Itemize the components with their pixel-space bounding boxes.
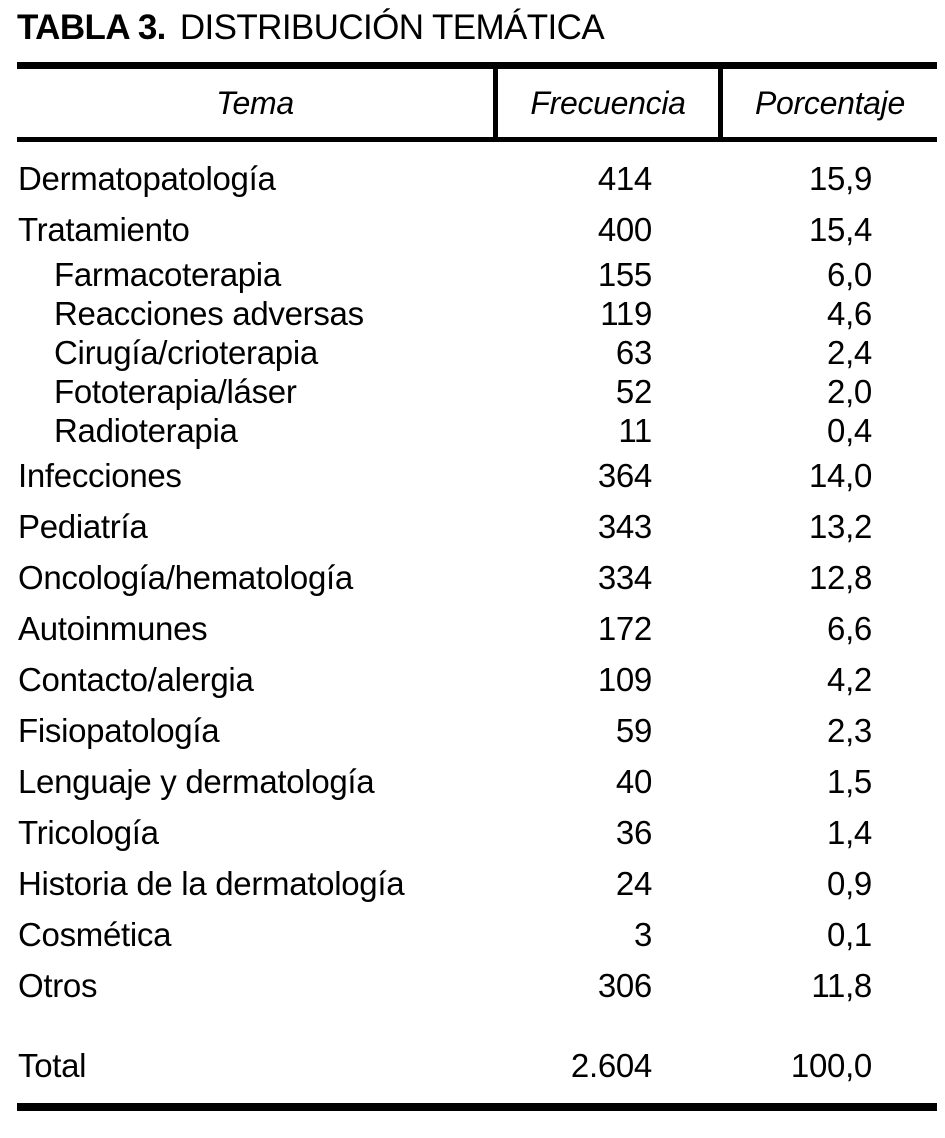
total-porcentaje: 100,0 [790, 1047, 872, 1084]
table-body: Dermatopatología 414 15,9 Tratamiento 40… [17, 142, 937, 1091]
column-header-tema: Tema [216, 84, 294, 121]
row-frecuencia: 3 [633, 916, 652, 953]
table-header-row: Tema Frecuencia Porcentaje [17, 69, 937, 142]
row-porcentaje: 4,6 [827, 295, 872, 332]
row-porcentaje: 4,2 [827, 661, 872, 698]
row-porcentaje: 15,9 [808, 160, 872, 197]
row-frecuencia: 334 [597, 559, 652, 596]
row-porcentaje: 2,4 [827, 334, 872, 371]
table-row: Fisiopatología 59 2,3 [17, 705, 937, 756]
row-tema: Autoinmunes [18, 610, 208, 647]
row-porcentaje: 1,4 [827, 814, 872, 851]
row-frecuencia: 343 [597, 508, 652, 545]
row-frecuencia: 306 [597, 967, 652, 1004]
row-porcentaje: 15,4 [808, 211, 872, 248]
table-subrow: Cirugía/crioterapia 63 2,4 [17, 333, 937, 372]
row-porcentaje: 0,1 [827, 916, 872, 953]
row-porcentaje: 2,3 [827, 712, 872, 749]
table-row: Contacto/alergia 109 4,2 [17, 654, 937, 705]
row-tema: Farmacoterapia [54, 256, 281, 293]
thematic-distribution-table: Tema Frecuencia Porcentaje Dermatopatolo… [17, 62, 937, 1111]
table-subrow: Farmacoterapia 155 6,0 [17, 255, 937, 294]
row-tema: Otros [18, 967, 98, 1004]
row-frecuencia: 52 [615, 373, 652, 410]
row-tema: Pediatría [18, 508, 148, 545]
row-tema: Infecciones [18, 457, 182, 494]
row-porcentaje: 6,0 [827, 256, 872, 293]
row-frecuencia: 119 [600, 295, 652, 332]
row-porcentaje: 1,5 [827, 763, 872, 800]
row-tema: Fototerapia/láser [54, 373, 297, 410]
table-caption-number: TABLA 3. [17, 8, 166, 47]
table-bottom-rule [17, 1103, 937, 1111]
table-subrow: Radioterapia 11 0,4 [17, 411, 937, 450]
row-frecuencia: 155 [597, 256, 652, 293]
row-tema: Oncología/hematología [18, 559, 353, 596]
row-porcentaje: 6,6 [827, 610, 872, 647]
row-porcentaje: 12,8 [808, 559, 872, 596]
row-frecuencia: 172 [597, 610, 652, 647]
table-top-rule [17, 62, 937, 69]
row-frecuencia: 63 [615, 334, 652, 371]
row-frecuencia: 400 [597, 211, 652, 248]
row-tema: Reacciones adversas [54, 295, 364, 332]
row-porcentaje: 11,8 [811, 967, 872, 1004]
total-label: Total [18, 1047, 87, 1084]
row-frecuencia: 414 [597, 160, 652, 197]
table-caption: TABLA 3. DISTRIBUCIÓN TEMÁTICA [17, 8, 605, 48]
row-tema: Lenguaje y dermatología [18, 763, 375, 800]
table-total-row: Total 2.604 100,0 [17, 1040, 937, 1091]
row-frecuencia: 40 [615, 763, 652, 800]
row-porcentaje: 0,9 [827, 865, 872, 902]
table-row: Otros 306 11,8 [17, 960, 937, 1011]
table-row: Tratamiento 400 15,4 [17, 204, 937, 255]
table-row: Lenguaje y dermatología 40 1,5 [17, 756, 937, 807]
total-frecuencia: 2.604 [570, 1047, 652, 1084]
row-porcentaje: 0,4 [827, 412, 872, 449]
row-tema: Cosmética [18, 916, 172, 953]
row-frecuencia: 109 [597, 661, 652, 698]
row-tema: Cirugía/crioterapia [54, 334, 318, 371]
row-porcentaje: 14,0 [808, 457, 872, 494]
table-row: Infecciones 364 14,0 [17, 450, 937, 501]
row-tema: Radioterapia [54, 412, 238, 449]
row-frecuencia: 59 [615, 712, 652, 749]
row-tema: Contacto/alergia [18, 661, 254, 698]
row-tema: Dermatopatología [18, 160, 276, 197]
column-header-frecuencia: Frecuencia [493, 69, 718, 137]
column-header-porcentaje: Porcentaje [718, 69, 937, 137]
table-row: Dermatopatología 414 15,9 [17, 153, 937, 204]
table-row: Tricología 36 1,4 [17, 807, 937, 858]
table-row: Oncología/hematología 334 12,8 [17, 552, 937, 603]
table-row: Pediatría 343 13,2 [17, 501, 937, 552]
row-frecuencia: 24 [615, 865, 652, 902]
row-tema: Tratamiento [18, 211, 190, 248]
row-porcentaje: 13,2 [808, 508, 872, 545]
table-subrow: Reacciones adversas 119 4,6 [17, 294, 937, 333]
table-row: Historia de la dermatología 24 0,9 [17, 858, 937, 909]
row-frecuencia: 36 [615, 814, 652, 851]
row-frecuencia: 364 [597, 457, 652, 494]
row-porcentaje: 2,0 [827, 373, 872, 410]
row-tema: Fisiopatología [18, 712, 220, 749]
table-caption-text: DISTRIBUCIÓN TEMÁTICA [179, 8, 605, 47]
table-row: Cosmética 3 0,1 [17, 909, 937, 960]
row-tema: Tricología [18, 814, 159, 851]
table-row: Autoinmunes 172 6,6 [17, 603, 937, 654]
row-frecuencia: 11 [618, 412, 652, 449]
row-tema: Historia de la dermatología [18, 865, 405, 902]
table-subrow: Fototerapia/láser 52 2,0 [17, 372, 937, 411]
